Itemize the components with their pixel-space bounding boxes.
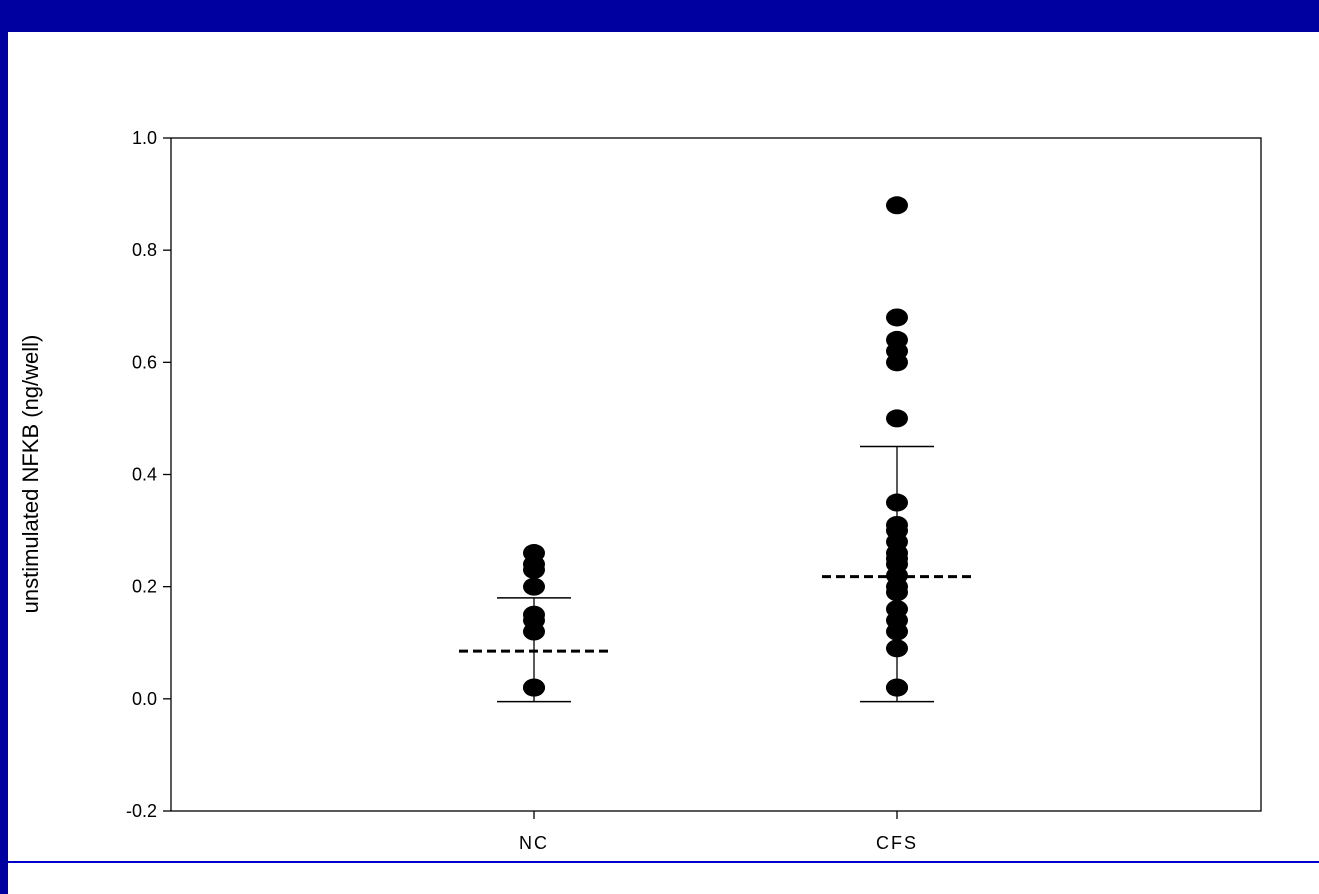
bottom-rule — [8, 861, 1319, 863]
slide-canvas: -0.2 0.0 0.2 0.4 0.6 0.8 1.0 NC CFS unstimulate… — [8, 32, 1319, 894]
data-point — [886, 639, 908, 658]
x-tick-label-cfs: CFS — [876, 833, 918, 853]
scatter-chart: -0.2 0.0 0.2 0.4 0.6 0.8 1.0 NC CFS unstimulate… — [18, 128, 1262, 853]
y-axis-title: unstimulated NFKB (ng/well) — [18, 335, 43, 614]
plot-frame — [170, 137, 1262, 812]
data-point — [886, 678, 908, 697]
series-cfs — [822, 196, 972, 703]
data-point — [886, 515, 908, 534]
y-tick-label: 0.0 — [132, 689, 157, 709]
y-axis: -0.2 0.0 0.2 0.4 0.6 0.8 1.0 — [126, 128, 171, 821]
data-marks — [459, 196, 972, 703]
data-point — [886, 330, 908, 349]
data-point — [886, 600, 908, 619]
y-tick-label: -0.2 — [126, 801, 157, 821]
x-axis: NC CFS — [519, 811, 918, 853]
data-point — [886, 409, 908, 428]
y-tick-label: 0.6 — [132, 352, 157, 372]
x-tick-label-nc: NC — [519, 833, 549, 853]
y-tick-label: 0.4 — [132, 465, 157, 485]
data-point — [523, 577, 545, 596]
data-point — [886, 196, 908, 215]
y-tick-label: 0.2 — [132, 577, 157, 597]
data-point — [886, 308, 908, 327]
data-point — [886, 493, 908, 512]
data-point — [523, 544, 545, 563]
y-tick-label: 1.0 — [132, 128, 157, 148]
series-nc — [459, 544, 609, 703]
data-point — [523, 678, 545, 697]
data-point — [523, 605, 545, 624]
y-tick-label: 0.8 — [132, 240, 157, 260]
